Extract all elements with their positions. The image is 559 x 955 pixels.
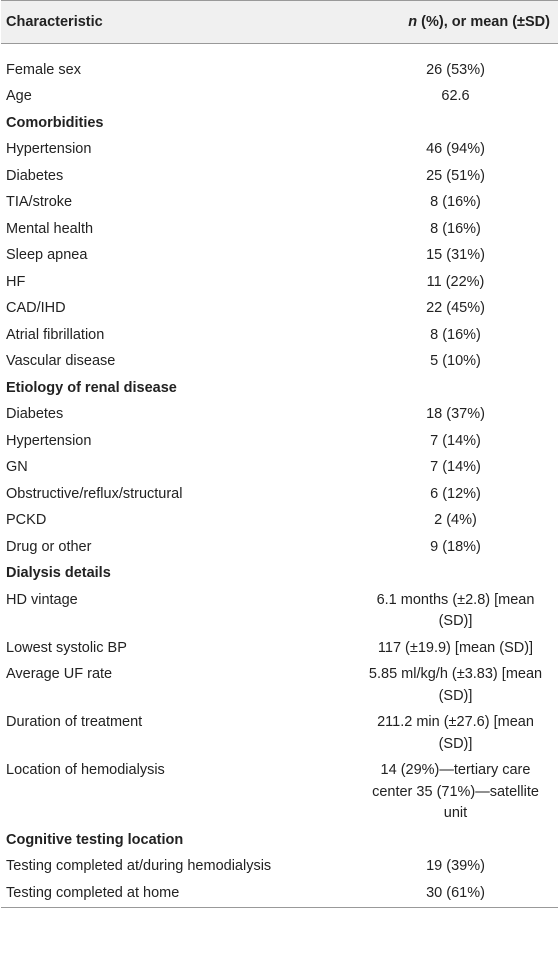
section-label: Etiology of renal disease	[6, 379, 177, 396]
row-value: 9 (18%)	[430, 538, 481, 555]
row-label: HF	[6, 273, 26, 290]
data-row: Age 62.6	[1, 84, 558, 111]
data-row: Testing completed at home 30 (61%)	[1, 880, 558, 908]
data-row: Obstructive/reflux/structural 6 (12%)	[1, 481, 558, 508]
data-row: Hypertension 46 (94%)	[1, 137, 558, 164]
row-value: 8 (16%)	[430, 326, 481, 343]
section-row: Etiology of renal disease	[1, 375, 558, 402]
data-row: Duration of treatment 211.2 min (±27.6) […	[1, 710, 558, 758]
row-value: 46 (94%)	[426, 141, 485, 157]
row-value: 7 (14%)	[430, 459, 481, 475]
data-row: Drug or other 9 (18%)	[1, 534, 558, 561]
row-label: Drug or other	[6, 538, 92, 555]
row-label: Diabetes	[6, 406, 64, 422]
row-label: TIA/stroke	[6, 194, 73, 210]
row-label: Female sex	[6, 61, 81, 78]
data-row: Atrial fibrillation 8 (16%)	[1, 322, 558, 349]
row-value: 22 (45%)	[426, 300, 485, 316]
section-label: Dialysis details	[6, 565, 111, 581]
section-row: Dialysis details	[1, 561, 558, 588]
row-value: 5.85 ml/kg/h (±3.83) [mean (SD)]	[368, 666, 543, 704]
row-label: Obstructive/reflux/structural	[6, 485, 183, 502]
section-row: Cognitive testing location	[1, 827, 558, 854]
row-value: 62.6	[441, 88, 470, 104]
row-value: 25 (51%)	[426, 167, 485, 184]
data-row: PCKD 2 (4%)	[1, 508, 558, 535]
data-row: Female sex 26 (53%)	[1, 57, 558, 84]
row-label: Hypertension	[6, 432, 92, 449]
row-label: Average UF rate	[6, 666, 113, 682]
table-body: Female sex 26 (53%) Age 62.6 Comorbidities Hy…	[1, 44, 558, 908]
row-label: Atrial fibrillation	[6, 326, 105, 343]
row-value: 8 (16%)	[430, 220, 481, 237]
data-row: Average UF rate 5.85 ml/kg/h (±3.83) [mea…	[1, 662, 558, 710]
row-value: 117 (±19.9) [mean (SD)]	[377, 639, 534, 656]
data-row: CAD/IHD 22 (45%)	[1, 296, 558, 323]
row-label: Testing completed at home	[1, 880, 353, 908]
row-label: Hypertension	[6, 141, 92, 157]
section-row: Comorbidities	[1, 110, 558, 137]
row-value: 7 (14%)	[430, 432, 481, 449]
data-row: Diabetes 25 (51%)	[1, 163, 558, 190]
data-row: Hypertension 7 (14%)	[1, 428, 558, 455]
row-value: 8 (16%)	[430, 194, 481, 210]
header-row: Characteristic n (%), or mean (±SD)	[1, 0, 558, 44]
spacer-cell	[1, 44, 558, 58]
row-value: 26 (53%)	[426, 61, 485, 78]
header-cell: Characteristic	[1, 0, 353, 44]
row-value: 6.1 months (±2.8) [mean (SD)]	[376, 591, 535, 630]
row-value: 19 (39%)	[426, 858, 485, 874]
row-label: Mental health	[6, 220, 94, 237]
header-cell: n (%), or mean (±SD)	[353, 0, 558, 44]
row-value: 30 (61%)	[353, 880, 558, 908]
table-header: Characteristic n (%), or mean (±SD)	[1, 0, 558, 44]
data-row: Diabetes 18 (37%)	[1, 402, 558, 429]
row-label: Duration of treatment	[6, 714, 143, 730]
data-row: Vascular disease 5 (10%)	[1, 349, 558, 376]
row-label: HD vintage	[6, 591, 78, 608]
row-value: 14 (29%)—tertiary care center 35 (71%)—s…	[372, 762, 539, 821]
row-label: Testing completed at/during hemodialysis	[6, 858, 272, 874]
row-label: Lowest systolic BP	[6, 639, 127, 656]
row-value: 2 (4%)	[434, 512, 477, 528]
row-label: Age	[6, 88, 32, 104]
data-table: Characteristic n (%), or mean (±SD) Fema…	[1, 0, 558, 908]
row-value: 5 (10%)	[430, 353, 481, 369]
row-value: 15 (31%)	[426, 247, 485, 263]
data-row: GN 7 (14%)	[1, 455, 558, 482]
row-label: Sleep apnea	[6, 247, 88, 263]
section-label: Comorbidities	[6, 114, 104, 131]
data-row: Location of hemodialysis 14 (29%)—tertiar…	[1, 758, 558, 828]
row-value: 211.2 min (±27.6) [mean (SD)]	[377, 714, 534, 752]
row-label: Location of hemodialysis	[6, 762, 165, 778]
data-row: HF 11 (22%)	[1, 269, 558, 296]
data-row: Lowest systolic BP 117 (±19.9) [mean (SD)…	[1, 635, 558, 662]
data-row: HD vintage 6.1 months (±2.8) [mean (SD)]	[1, 587, 558, 635]
data-row: Sleep apnea 15 (31%)	[1, 243, 558, 270]
data-row: TIA/stroke 8 (16%)	[1, 190, 558, 217]
row-label: CAD/IHD	[6, 300, 66, 316]
row-value: 18 (37%)	[426, 406, 485, 422]
row-label: Diabetes	[6, 167, 64, 184]
section-label: Cognitive testing location	[6, 831, 184, 848]
header-text: (%), or mean (±SD)	[417, 14, 550, 30]
data-row: Mental health 8 (16%)	[1, 216, 558, 243]
row-value: 11 (22%)	[426, 273, 485, 290]
row-value: 6 (12%)	[430, 485, 481, 502]
row-label: Vascular disease	[6, 353, 116, 369]
row-label: PCKD	[6, 512, 47, 528]
spacer	[1, 44, 558, 58]
row-label: GN	[6, 459, 28, 475]
data-row: Testing completed at/during hemodialysis…	[1, 854, 558, 881]
header-italic: n	[408, 14, 418, 30]
